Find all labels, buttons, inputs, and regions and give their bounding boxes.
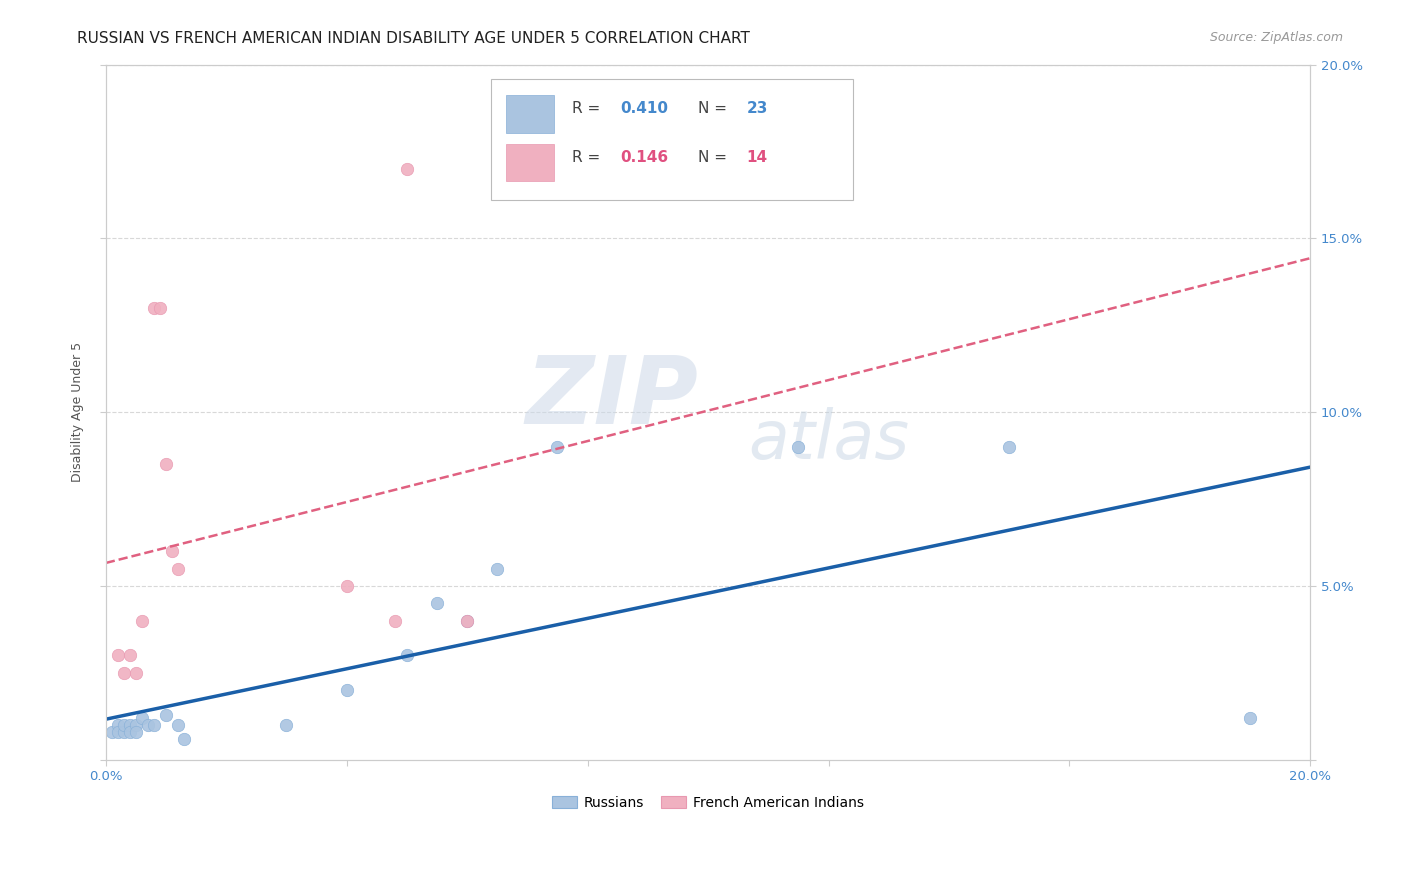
Point	[107, 718, 129, 732]
Text: 0.146: 0.146	[620, 150, 668, 164]
Point	[998, 440, 1021, 454]
Text: R =: R =	[572, 101, 605, 116]
Point	[125, 724, 148, 739]
Y-axis label: Disability Age Under 5: Disability Age Under 5	[72, 342, 84, 483]
Point	[107, 648, 129, 663]
Text: 14: 14	[747, 150, 768, 164]
Text: 23: 23	[747, 101, 768, 116]
Point	[136, 718, 159, 732]
Point	[118, 718, 141, 732]
Point	[155, 707, 177, 722]
Point	[486, 561, 509, 575]
Point	[118, 648, 141, 663]
Text: 0.410: 0.410	[620, 101, 668, 116]
Point	[118, 724, 141, 739]
Point	[456, 614, 478, 628]
Point	[101, 724, 124, 739]
Point	[112, 718, 135, 732]
Point	[173, 731, 195, 746]
Text: R =: R =	[572, 150, 605, 164]
Text: Source: ZipAtlas.com: Source: ZipAtlas.com	[1209, 31, 1343, 45]
Point	[167, 561, 190, 575]
Point	[426, 596, 449, 610]
Point	[142, 718, 165, 732]
Point	[787, 440, 810, 454]
Point	[125, 718, 148, 732]
Text: RUSSIAN VS FRENCH AMERICAN INDIAN DISABILITY AGE UNDER 5 CORRELATION CHART: RUSSIAN VS FRENCH AMERICAN INDIAN DISABI…	[77, 31, 751, 46]
Point	[107, 724, 129, 739]
Point	[395, 648, 418, 663]
Text: ZIP: ZIP	[526, 352, 699, 444]
Point	[547, 440, 569, 454]
Point	[112, 724, 135, 739]
Point	[395, 161, 418, 176]
Text: N =: N =	[699, 150, 733, 164]
Point	[155, 457, 177, 471]
Point	[125, 665, 148, 680]
Point	[336, 579, 359, 593]
Point	[336, 683, 359, 698]
Point	[456, 614, 478, 628]
Text: atlas: atlas	[748, 407, 910, 473]
Point	[1239, 711, 1261, 725]
Point	[276, 718, 298, 732]
FancyBboxPatch shape	[491, 78, 852, 200]
Point	[131, 711, 153, 725]
Point	[167, 718, 190, 732]
Legend: Russians, French American Indians: Russians, French American Indians	[547, 790, 869, 815]
FancyBboxPatch shape	[506, 95, 554, 133]
Point	[112, 665, 135, 680]
FancyBboxPatch shape	[506, 144, 554, 181]
Text: N =: N =	[699, 101, 733, 116]
Point	[160, 544, 183, 558]
Point	[384, 614, 406, 628]
Point	[131, 614, 153, 628]
Point	[149, 301, 172, 315]
Point	[142, 301, 165, 315]
